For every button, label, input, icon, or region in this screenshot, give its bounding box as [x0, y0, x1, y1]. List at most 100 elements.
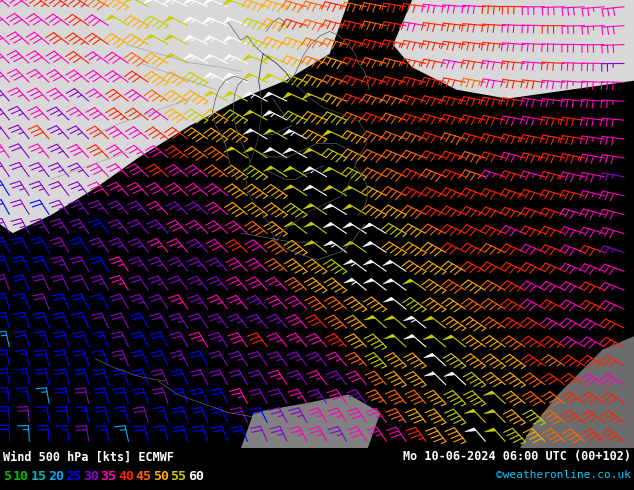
Polygon shape	[483, 391, 495, 395]
Polygon shape	[323, 222, 333, 228]
Polygon shape	[283, 129, 293, 135]
Polygon shape	[284, 222, 295, 227]
Polygon shape	[343, 260, 354, 265]
Polygon shape	[343, 241, 354, 246]
Polygon shape	[465, 428, 476, 432]
Polygon shape	[164, 35, 174, 41]
Polygon shape	[243, 129, 254, 134]
Text: 30: 30	[83, 470, 99, 483]
Polygon shape	[203, 54, 213, 60]
Polygon shape	[263, 166, 274, 172]
Polygon shape	[164, 17, 173, 23]
Polygon shape	[262, 111, 273, 117]
Polygon shape	[263, 147, 273, 153]
Polygon shape	[342, 223, 353, 228]
Text: Wind 500 hPa [kts] ECMWF: Wind 500 hPa [kts] ECMWF	[3, 450, 174, 464]
Text: Mo 10-06-2024 06:00 UTC (00+102): Mo 10-06-2024 06:00 UTC (00+102)	[403, 450, 631, 464]
Polygon shape	[304, 222, 314, 227]
Polygon shape	[344, 278, 355, 283]
Polygon shape	[484, 428, 496, 432]
Polygon shape	[403, 279, 413, 284]
Text: 55: 55	[171, 470, 186, 483]
Polygon shape	[423, 317, 434, 321]
Polygon shape	[322, 130, 332, 137]
Polygon shape	[383, 279, 394, 284]
Polygon shape	[263, 129, 273, 135]
Polygon shape	[323, 186, 333, 191]
Polygon shape	[302, 148, 313, 154]
Polygon shape	[424, 372, 436, 376]
Polygon shape	[403, 316, 414, 321]
Polygon shape	[0, 0, 349, 233]
Polygon shape	[223, 18, 232, 24]
Polygon shape	[224, 147, 235, 152]
Polygon shape	[223, 54, 233, 61]
Text: 10: 10	[13, 470, 29, 483]
Polygon shape	[203, 17, 212, 24]
Polygon shape	[262, 74, 272, 80]
Polygon shape	[143, 0, 153, 3]
Polygon shape	[323, 241, 334, 246]
Polygon shape	[404, 335, 415, 339]
Polygon shape	[203, 36, 212, 42]
Polygon shape	[204, 73, 214, 78]
Text: 50: 50	[153, 470, 169, 483]
Polygon shape	[484, 410, 495, 414]
Polygon shape	[363, 242, 373, 247]
Text: 25: 25	[65, 470, 82, 483]
Polygon shape	[384, 316, 395, 320]
Polygon shape	[183, 0, 193, 5]
Polygon shape	[444, 372, 455, 376]
Polygon shape	[342, 186, 353, 192]
Text: 5: 5	[3, 470, 11, 483]
Polygon shape	[164, 53, 174, 59]
Polygon shape	[283, 167, 294, 172]
Polygon shape	[464, 409, 476, 414]
Polygon shape	[223, 36, 232, 43]
Polygon shape	[243, 110, 253, 116]
Polygon shape	[243, 147, 254, 153]
Text: 45: 45	[136, 470, 152, 483]
Polygon shape	[363, 260, 373, 265]
Polygon shape	[223, 73, 233, 79]
Polygon shape	[362, 223, 373, 229]
Polygon shape	[144, 34, 154, 40]
Polygon shape	[384, 334, 396, 339]
Polygon shape	[262, 92, 273, 98]
Polygon shape	[183, 54, 193, 60]
Polygon shape	[302, 167, 313, 172]
Text: 60: 60	[188, 470, 204, 483]
Polygon shape	[223, 0, 231, 6]
Polygon shape	[243, 74, 252, 79]
Polygon shape	[322, 167, 332, 173]
Polygon shape	[302, 93, 311, 99]
Polygon shape	[303, 204, 314, 209]
Text: 40: 40	[118, 470, 134, 483]
Polygon shape	[242, 55, 252, 61]
Polygon shape	[262, 55, 271, 62]
Polygon shape	[304, 241, 314, 245]
Text: 20: 20	[48, 470, 64, 483]
Polygon shape	[383, 297, 394, 302]
Polygon shape	[283, 148, 293, 154]
Polygon shape	[243, 92, 253, 98]
Text: 15: 15	[30, 470, 46, 483]
Polygon shape	[342, 204, 353, 210]
Polygon shape	[282, 93, 292, 99]
Polygon shape	[124, 0, 134, 3]
Text: 35: 35	[101, 470, 117, 483]
Polygon shape	[323, 204, 333, 210]
Polygon shape	[382, 260, 393, 266]
Polygon shape	[520, 336, 634, 448]
Polygon shape	[443, 335, 454, 340]
Polygon shape	[241, 394, 380, 448]
Text: ©weatheronline.co.uk: ©weatheronline.co.uk	[496, 470, 631, 480]
Polygon shape	[183, 17, 193, 23]
Polygon shape	[363, 278, 374, 284]
Polygon shape	[393, 0, 634, 98]
Polygon shape	[105, 15, 115, 21]
Polygon shape	[204, 91, 214, 97]
Polygon shape	[283, 185, 294, 190]
Polygon shape	[163, 0, 173, 4]
Polygon shape	[424, 353, 435, 358]
